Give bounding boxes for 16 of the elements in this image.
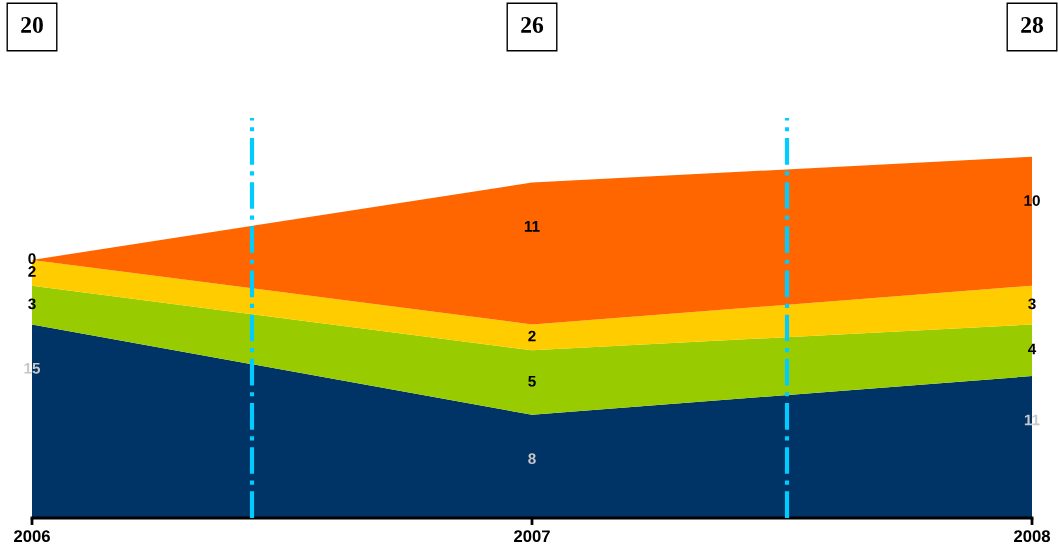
text: 20: [21, 16, 43, 33]
text: 26: [521, 17, 544, 33]
data-label: 11: [524, 221, 540, 232]
data-label: 5: [528, 375, 536, 387]
data-label: 3: [28, 298, 36, 310]
data-label: 10: [1024, 195, 1040, 206]
x-tick-label: 2008: [1014, 530, 1051, 543]
data-label: 8: [528, 453, 536, 465]
data-label: 2: [28, 266, 36, 277]
x-tick-label: 2007: [514, 530, 550, 543]
data-label: 2: [528, 330, 536, 342]
data-label: 15: [24, 363, 41, 374]
data-label: 0: [28, 253, 36, 265]
data-label: 3: [1028, 298, 1036, 310]
x-tick-label: 2006: [14, 530, 50, 543]
text: 28: [1021, 16, 1044, 33]
